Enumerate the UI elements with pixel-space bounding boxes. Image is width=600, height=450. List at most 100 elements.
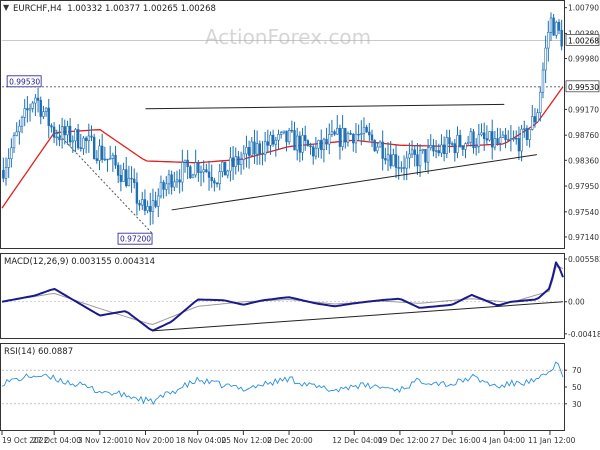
candle-body — [469, 131, 473, 143]
candle-body — [408, 153, 411, 159]
candle-body — [87, 135, 91, 141]
candle-body — [437, 150, 440, 154]
candle-body — [480, 132, 483, 136]
x-tick-label: 3 Nov 12:00 — [78, 436, 124, 445]
candle-body — [531, 116, 534, 130]
x-tick-label: 12 Dec 04:00 — [332, 436, 383, 445]
candle-body — [242, 153, 245, 160]
candle-body — [541, 69, 545, 93]
candle-body — [539, 91, 542, 113]
candle-body — [125, 169, 128, 187]
candle-body — [50, 125, 53, 128]
candle-body — [515, 137, 518, 140]
candle-body — [223, 161, 227, 176]
candle-body — [23, 108, 26, 118]
x-tick-label: 19 Dec 12:00 — [378, 436, 429, 445]
y-tick-label: -0.004188 — [568, 330, 600, 339]
candle-body — [493, 138, 497, 148]
y-tick-label: 0.98760 — [568, 131, 599, 140]
candle-body — [464, 143, 467, 150]
y-tick-label: 70 — [572, 366, 582, 375]
current-price-label-box — [565, 34, 600, 46]
candle-body — [336, 127, 339, 135]
candle-body — [175, 179, 179, 183]
candle-body — [76, 129, 80, 149]
candle-body — [491, 131, 494, 148]
price-annotation-label: 0.97200 — [120, 235, 151, 244]
candle-body — [346, 133, 350, 143]
candle-body — [392, 154, 395, 167]
candle-body — [301, 135, 304, 153]
candle-body — [82, 137, 85, 149]
candle-body — [488, 131, 491, 141]
candle-body — [58, 136, 61, 141]
candle-body — [127, 177, 131, 187]
candle-body — [162, 181, 165, 190]
candle-body — [402, 167, 406, 169]
candle-body — [338, 127, 342, 147]
candle-body — [501, 134, 505, 138]
candle-body — [34, 97, 37, 104]
rsi-panel: 70 50 30 — [1, 361, 582, 409]
candle-body — [416, 154, 419, 167]
candle-body — [450, 143, 454, 145]
candle-body — [287, 129, 291, 143]
candle-body — [373, 139, 376, 152]
candle-body — [472, 131, 475, 148]
candle-body — [536, 112, 539, 123]
candle-body — [304, 135, 307, 141]
candle-body — [60, 126, 64, 141]
candle-body — [557, 21, 561, 31]
candle-body — [191, 174, 195, 179]
candle-body — [143, 199, 147, 211]
candle-body — [95, 158, 99, 161]
candle-body — [282, 130, 286, 133]
candle-body — [432, 145, 435, 152]
candle-body — [397, 167, 400, 169]
x-tick-label: 4 Jan 04:00 — [482, 436, 525, 445]
candle-body — [405, 157, 408, 169]
candle-body — [226, 170, 229, 176]
candle-body — [453, 143, 457, 154]
candle-body — [381, 141, 384, 159]
candle-body — [141, 199, 144, 206]
candle-body — [253, 141, 256, 155]
y-tick-label: 1.00790 — [568, 4, 599, 13]
x-tick-label: 11 Jan 12:00 — [528, 436, 576, 445]
candle-body — [229, 157, 232, 172]
candle-body — [130, 177, 133, 180]
candle-body — [149, 206, 152, 212]
candle-body — [44, 107, 48, 113]
candle-body — [314, 147, 318, 157]
candle-body — [84, 137, 88, 141]
candle-body — [170, 174, 173, 188]
candle-body — [199, 171, 203, 173]
candle-body — [2, 170, 5, 179]
candle-body — [55, 136, 58, 139]
candle-body — [458, 134, 462, 147]
candle-body — [507, 139, 510, 141]
candle-body — [549, 17, 553, 33]
candle-body — [207, 171, 211, 178]
candle-body — [237, 156, 240, 166]
candle-body — [165, 183, 168, 190]
candle-body — [517, 138, 521, 152]
candle-body — [245, 147, 248, 155]
candle-body — [298, 135, 302, 153]
candle-body — [389, 154, 392, 167]
macd-signal-line — [1, 266, 564, 325]
candle-body — [509, 138, 513, 141]
candle-body — [79, 147, 83, 149]
candle-body — [461, 145, 465, 150]
candle-body — [71, 140, 74, 143]
candle-body — [12, 135, 16, 149]
candle-body — [247, 147, 251, 156]
candle-body — [66, 125, 69, 136]
rsi-line — [1, 361, 564, 406]
chart-dropdown-icon[interactable]: ▼ — [3, 3, 10, 12]
candle-body — [384, 158, 387, 161]
candle-body — [512, 137, 515, 140]
candle-body — [194, 162, 197, 176]
y-tick-label: 0.97950 — [568, 182, 599, 191]
macd-line — [1, 261, 564, 332]
